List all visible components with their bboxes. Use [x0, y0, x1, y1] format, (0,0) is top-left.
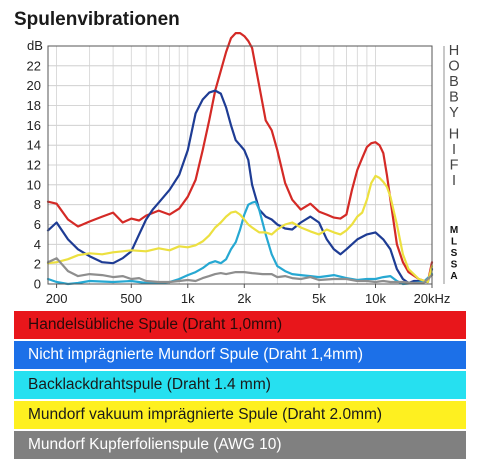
right-scale-letter: H: [449, 43, 459, 59]
right-scale-letter: F: [450, 158, 459, 174]
series-line-2: [46, 89, 434, 285]
right-scale-level: S: [451, 248, 458, 259]
right-scale-level: M: [450, 225, 458, 236]
right-scale-level: S: [451, 260, 458, 271]
x-tick-label: 20kHz: [414, 291, 451, 306]
y-tick-label: 10: [27, 177, 41, 192]
grid: [48, 46, 433, 285]
series-line-5: [46, 257, 434, 285]
x-tick-label: 5k: [312, 291, 326, 306]
legend-item: Backlackdrahtspule (Draht 1.4 mm): [14, 371, 466, 399]
right-scale-level: L: [451, 237, 457, 248]
right-scale-letter: H: [449, 127, 459, 143]
y-tick-label: 0: [34, 277, 41, 292]
y-tick-label: 2: [34, 257, 41, 272]
y-axis: dB 0 2 4 6 8 10 12 14 16 18 20 22: [27, 38, 43, 292]
y-tick-label: 14: [27, 138, 41, 153]
y-tick-label: 22: [27, 58, 41, 73]
x-tick-label: 2k: [237, 291, 251, 306]
right-scale-letter: B: [449, 74, 459, 90]
legend-item: Mundorf Kupferfolienspule (AWG 10): [14, 431, 466, 459]
line-chart: dB 0 2 4 6 8 10 12 14 16 18 20 22 200 500 1k 2k 5k 10k 20k…: [27, 32, 460, 306]
legend: Handelsübliche Spule (Draht 1,0mm) Nicht …: [14, 311, 466, 461]
right-scale-letter: I: [452, 142, 456, 158]
series-line-1: [46, 32, 434, 284]
right-scale-letter: Y: [449, 105, 459, 121]
series-line-3: [46, 200, 434, 286]
right-scale-letter: I: [452, 173, 456, 189]
x-tick-label: 1k: [181, 291, 195, 306]
x-tick-label: 500: [120, 291, 142, 306]
plot-frame: [47, 45, 433, 285]
series-lines: [46, 32, 434, 286]
legend-item: Nicht imprägnierte Mundorf Spule (Draht …: [14, 341, 466, 369]
legend-item: Mundorf vakuum imprägnierte Spule (Draht…: [14, 401, 466, 429]
right-scale-level: A: [450, 271, 457, 282]
x-axis: 200 500 1k 2k 5k 10k 20kHz: [46, 284, 451, 306]
y-tick-label: 8: [34, 197, 41, 212]
y-tick-label: 6: [34, 217, 41, 232]
y-tick-label: 20: [27, 78, 41, 93]
series-line-4: [46, 174, 434, 284]
legend-item: Handelsübliche Spule (Draht 1,0mm): [14, 311, 466, 339]
y-tick-label: 18: [27, 98, 41, 113]
y-unit-label: dB: [27, 38, 43, 53]
right-scale-letter: B: [449, 90, 459, 106]
x-tick-label: 10k: [365, 291, 386, 306]
chart-title: Spulenvibrationen: [14, 9, 180, 30]
right-scale-letter: O: [448, 59, 459, 75]
y-tick-label: 12: [27, 158, 41, 173]
y-tick-label: 16: [27, 118, 41, 133]
y-tick-label: 4: [34, 237, 41, 252]
x-tick-label: 200: [46, 291, 68, 306]
